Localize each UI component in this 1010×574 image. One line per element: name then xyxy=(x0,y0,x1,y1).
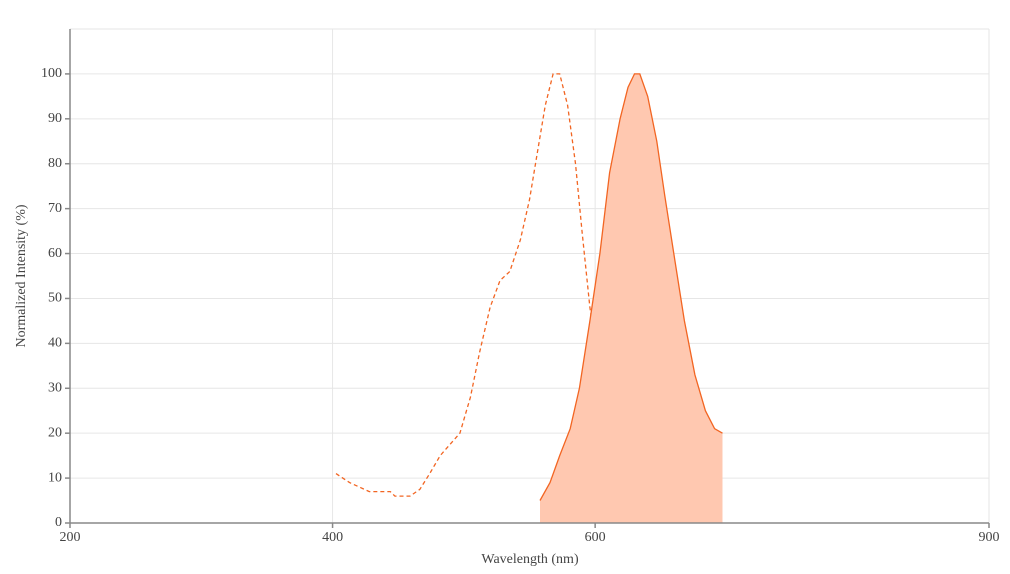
line xyxy=(335,73,646,517)
y-tick-label: 60 xyxy=(48,246,62,261)
x-tick-label: 200 xyxy=(60,530,81,545)
y-tick-label: 30 xyxy=(48,380,62,395)
y-tick-label: 80 xyxy=(48,156,62,171)
line xyxy=(539,73,723,501)
x-tick-label: 400 xyxy=(322,530,343,545)
y-axis-label: Normalized Intensity (%) xyxy=(14,204,29,347)
y-tick-label: 40 xyxy=(48,336,62,351)
x-axis-label: Wavelength (nm) xyxy=(481,552,579,567)
y-tick-label: 0 xyxy=(55,515,62,530)
area xyxy=(540,73,723,524)
y-tick-label: 10 xyxy=(48,470,62,485)
y-tick-label: 70 xyxy=(48,201,62,216)
x-tick-label: 600 xyxy=(585,530,606,545)
y-tick-label: 100 xyxy=(41,66,62,81)
y-tick-label: 90 xyxy=(48,111,62,126)
y-tick-label: 20 xyxy=(48,425,62,440)
y-tick-label: 50 xyxy=(48,291,62,306)
x-tick-label: 900 xyxy=(979,530,1000,545)
